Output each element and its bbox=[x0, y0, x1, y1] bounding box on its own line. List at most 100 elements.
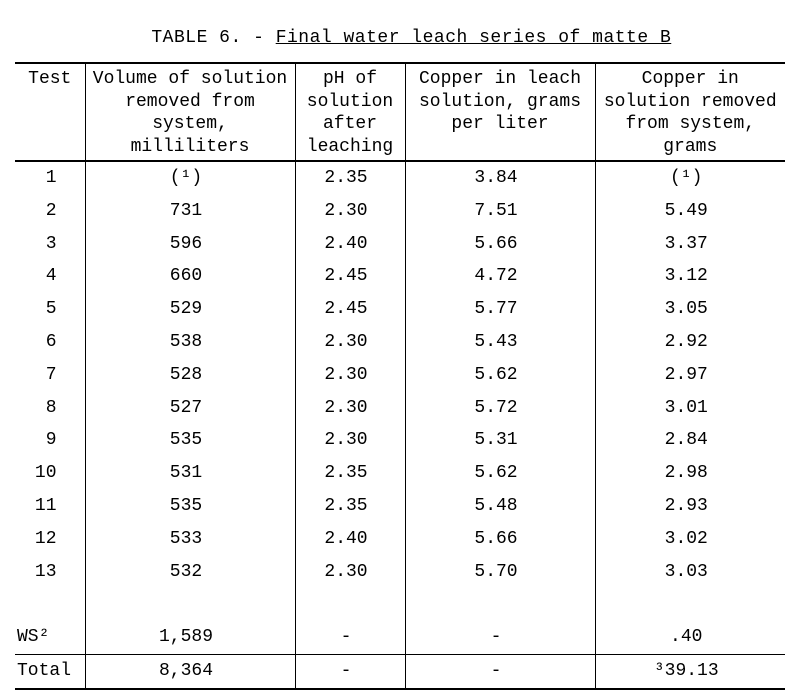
cell-cu-gpl: 5.48 bbox=[405, 490, 595, 523]
cell-vol: 533 bbox=[85, 523, 295, 556]
table-row: 1(¹)2.353.84(¹) bbox=[15, 161, 785, 195]
cell-vol: 529 bbox=[85, 293, 295, 326]
cell-ph: 2.30 bbox=[295, 392, 405, 425]
total-cu-g: ³39.13 bbox=[595, 654, 785, 688]
spacer-cell bbox=[295, 588, 405, 621]
cell-test: 4 bbox=[15, 260, 85, 293]
cell-cu-g: 2.93 bbox=[595, 490, 785, 523]
cell-ph: 2.40 bbox=[295, 523, 405, 556]
cell-vol: 531 bbox=[85, 457, 295, 490]
cell-ph: 2.45 bbox=[295, 293, 405, 326]
cell-vol: 532 bbox=[85, 556, 295, 589]
cell-vol: 731 bbox=[85, 195, 295, 228]
total-row: Total8,364--³39.13 bbox=[15, 654, 785, 688]
table-row: 105312.355.622.98 bbox=[15, 457, 785, 490]
table-row: 95352.305.312.84 bbox=[15, 424, 785, 457]
cell-cu-gpl: 5.31 bbox=[405, 424, 595, 457]
col-header-cu-gpl: Copper in leach solution, grams per lite… bbox=[405, 63, 595, 161]
cell-cu-g: 2.98 bbox=[595, 457, 785, 490]
cell-ph: 2.35 bbox=[295, 161, 405, 195]
cell-cu-gpl: 5.66 bbox=[405, 523, 595, 556]
cell-cu-gpl: 5.43 bbox=[405, 326, 595, 359]
total-label: Total bbox=[15, 654, 85, 688]
table-title: TABLE 6. - Final water leach series of m… bbox=[0, 8, 800, 48]
cell-cu-g: 2.97 bbox=[595, 359, 785, 392]
title-underlined: Final water leach series of matte B bbox=[276, 28, 672, 48]
cell-cu-gpl: 7.51 bbox=[405, 195, 595, 228]
cell-vol: 660 bbox=[85, 260, 295, 293]
cell-test: 2 bbox=[15, 195, 85, 228]
table-row: 27312.307.515.49 bbox=[15, 195, 785, 228]
col-header-cu-g: Copper in solution removed from system, … bbox=[595, 63, 785, 161]
cell-ph: 2.40 bbox=[295, 228, 405, 261]
cell-cu-g: 2.92 bbox=[595, 326, 785, 359]
ws-ph: - bbox=[295, 621, 405, 654]
spacer-cell bbox=[405, 588, 595, 621]
table-row: 125332.405.663.02 bbox=[15, 523, 785, 556]
title-prefix: TABLE 6. - bbox=[151, 28, 275, 48]
table-row: 75282.305.622.97 bbox=[15, 359, 785, 392]
total-ph: - bbox=[295, 654, 405, 688]
cell-vol: 535 bbox=[85, 490, 295, 523]
spacer-cell bbox=[85, 588, 295, 621]
cell-cu-gpl: 3.84 bbox=[405, 161, 595, 195]
cell-cu-g: 5.49 bbox=[595, 195, 785, 228]
cell-cu-g: 3.37 bbox=[595, 228, 785, 261]
total-vol: 8,364 bbox=[85, 654, 295, 688]
cell-test: 9 bbox=[15, 424, 85, 457]
ws-cu-gpl: - bbox=[405, 621, 595, 654]
ws-vol: 1,589 bbox=[85, 621, 295, 654]
cell-ph: 2.35 bbox=[295, 490, 405, 523]
table-row: 46602.454.723.12 bbox=[15, 260, 785, 293]
cell-ph: 2.30 bbox=[295, 556, 405, 589]
col-header-ph: pH of solution after leaching bbox=[295, 63, 405, 161]
cell-ph: 2.35 bbox=[295, 457, 405, 490]
cell-vol: 535 bbox=[85, 424, 295, 457]
cell-test: 6 bbox=[15, 326, 85, 359]
cell-cu-gpl: 4.72 bbox=[405, 260, 595, 293]
cell-test: 11 bbox=[15, 490, 85, 523]
cell-cu-gpl: 5.70 bbox=[405, 556, 595, 589]
cell-test: 1 bbox=[15, 161, 85, 195]
cell-vol: 596 bbox=[85, 228, 295, 261]
cell-test: 7 bbox=[15, 359, 85, 392]
ws-cu-g: .40 bbox=[595, 621, 785, 654]
cell-test: 3 bbox=[15, 228, 85, 261]
table-body: 1(¹)2.353.84(¹)27312.307.515.4935962.405… bbox=[15, 161, 785, 689]
cell-test: 8 bbox=[15, 392, 85, 425]
ws-row: WS²1,589--.40 bbox=[15, 621, 785, 654]
cell-vol: (¹) bbox=[85, 161, 295, 195]
ws-label: WS² bbox=[15, 621, 85, 654]
cell-test: 10 bbox=[15, 457, 85, 490]
cell-cu-gpl: 5.66 bbox=[405, 228, 595, 261]
cell-cu-g: 2.84 bbox=[595, 424, 785, 457]
total-cu-gpl: - bbox=[405, 654, 595, 688]
table-row: 55292.455.773.05 bbox=[15, 293, 785, 326]
col-header-test: Test bbox=[15, 63, 85, 161]
leach-table: Test Volume of solution removed from sys… bbox=[15, 62, 785, 690]
cell-ph: 2.30 bbox=[295, 424, 405, 457]
cell-ph: 2.30 bbox=[295, 326, 405, 359]
cell-cu-g: (¹) bbox=[595, 161, 785, 195]
col-header-vol: Volume of solution removed from system, … bbox=[85, 63, 295, 161]
table-row: 135322.305.703.03 bbox=[15, 556, 785, 589]
cell-cu-gpl: 5.77 bbox=[405, 293, 595, 326]
spacer-cell bbox=[595, 588, 785, 621]
cell-vol: 528 bbox=[85, 359, 295, 392]
cell-cu-g: 3.05 bbox=[595, 293, 785, 326]
cell-cu-g: 3.03 bbox=[595, 556, 785, 589]
table-row: 35962.405.663.37 bbox=[15, 228, 785, 261]
cell-vol: 527 bbox=[85, 392, 295, 425]
cell-cu-gpl: 5.62 bbox=[405, 457, 595, 490]
cell-ph: 2.30 bbox=[295, 359, 405, 392]
cell-test: 12 bbox=[15, 523, 85, 556]
table-row: 85272.305.723.01 bbox=[15, 392, 785, 425]
spacer-cell bbox=[15, 588, 85, 621]
cell-cu-gpl: 5.62 bbox=[405, 359, 595, 392]
spacer-row bbox=[15, 588, 785, 621]
cell-cu-gpl: 5.72 bbox=[405, 392, 595, 425]
table-row: 65382.305.432.92 bbox=[15, 326, 785, 359]
cell-cu-g: 3.12 bbox=[595, 260, 785, 293]
table-row: 115352.355.482.93 bbox=[15, 490, 785, 523]
cell-test: 13 bbox=[15, 556, 85, 589]
